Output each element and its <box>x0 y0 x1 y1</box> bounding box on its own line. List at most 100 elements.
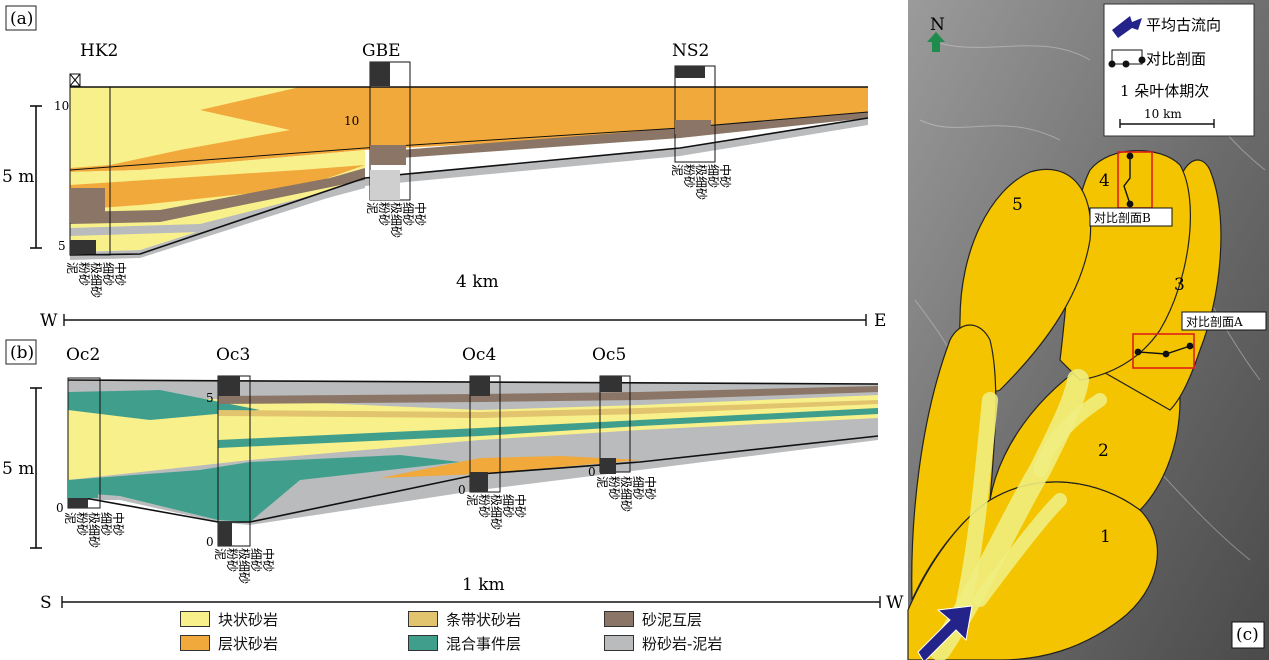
svg-text:极细砂: 极细砂 <box>389 202 403 238</box>
a-depth-5-left: 5 <box>58 239 66 253</box>
a-ns2-heterolithic <box>400 112 868 158</box>
svg-text:泥: 泥 <box>595 476 609 488</box>
b-hybrid-lower <box>68 455 460 522</box>
svg-text:细砂: 细砂 <box>249 548 263 572</box>
paleoflow-arrow <box>917 605 973 660</box>
svg-text:中砂: 中砂 <box>413 202 428 226</box>
legend-swatch-banded <box>408 611 438 627</box>
legend-item-heterolithic: 砂泥互层 <box>604 608 702 630</box>
svg-text:泥: 泥 <box>65 262 79 274</box>
a-lower-bedded <box>70 165 365 210</box>
well-oc3-label: Oc3 <box>216 345 250 365</box>
b-depth-5-oc3: 5 <box>206 391 214 405</box>
well-hk2-column <box>69 73 111 256</box>
section-b-line <box>1123 156 1131 205</box>
legend-label-bedded: 层状砂岩 <box>218 634 279 653</box>
panel-b-tag: (b) <box>10 343 34 363</box>
b-heterolithic-top <box>218 386 878 404</box>
well-gbe-column <box>369 61 411 201</box>
legend-lobe-label: 1 朵叶体期次 <box>1120 82 1209 100</box>
legend-item-massive-sand: 块状砂岩 <box>180 608 278 630</box>
well-oc3-column <box>217 375 251 547</box>
svg-text:粉砂: 粉砂 <box>77 262 91 286</box>
panel-c-tag: (c) <box>1236 625 1259 645</box>
channel-branch-1 <box>952 392 998 628</box>
north-arrow-icon <box>927 32 945 52</box>
legend-label-hybrid: 混合事件层 <box>446 634 522 653</box>
lobe-label-4: 4 <box>1099 171 1110 191</box>
b-distance-label: 1 km <box>462 575 505 595</box>
lobe-label-3: 3 <box>1174 275 1185 295</box>
svg-text:泥: 泥 <box>365 202 379 214</box>
b-scale-label: 5 m <box>2 459 34 479</box>
svg-text:极细砂: 极细砂 <box>89 262 103 298</box>
panel-c: 1 2 3 4 5 对比剖面B 对比剖面A N 平均古流向 <box>907 0 1269 660</box>
svg-text:泥: 泥 <box>465 494 479 506</box>
well-oc5-label: Oc5 <box>592 345 626 365</box>
legend-item-bedded-sand: 层状砂岩 <box>180 632 278 654</box>
legend-item-hybrid: 混合事件层 <box>408 632 521 654</box>
well-oc2-column <box>67 377 101 509</box>
b-depth-0-oc5: 0 <box>588 465 596 479</box>
svg-text:粉砂: 粉砂 <box>75 512 89 536</box>
channel-branch-2 <box>1033 393 1107 477</box>
well-ns2-column <box>674 65 716 163</box>
channel-branch-3 <box>973 493 1067 607</box>
b-depth-0-oc4: 0 <box>458 483 466 497</box>
legend-swatch-hybrid <box>408 635 438 651</box>
a-massive-sand-wedge <box>70 87 300 168</box>
a-mid-line <box>69 111 869 171</box>
b-depth-0-oc3: 0 <box>206 535 214 549</box>
section-b-label: 对比剖面B <box>1094 211 1151 225</box>
svg-text:细砂: 细砂 <box>706 164 720 188</box>
a-base-line <box>69 117 869 256</box>
b-grain-labels-oc5: 泥 粉砂 极细砂 细砂 中砂 <box>595 476 658 512</box>
a-scale-label: 5 m <box>2 167 34 187</box>
b-bedded-wedge <box>380 456 640 478</box>
a-dir-right: E <box>874 311 886 331</box>
section-b-label-box <box>1089 207 1173 227</box>
north-label: N <box>930 15 945 35</box>
svg-text:粉砂: 粉砂 <box>682 164 696 188</box>
a-depth-10-left: 10 <box>54 99 69 113</box>
b-depth-0-oc2: 0 <box>56 501 64 515</box>
well-ns2-label: NS2 <box>672 41 709 61</box>
svg-text:中砂: 中砂 <box>718 164 733 188</box>
lobe-label-5: 5 <box>1012 195 1023 215</box>
well-hk2-label: HK2 <box>80 41 118 61</box>
legend-label-banded: 条带状砂岩 <box>446 610 522 629</box>
svg-text:极细砂: 极细砂 <box>619 476 633 512</box>
svg-text:粉砂: 粉砂 <box>225 548 239 572</box>
legend-flow-arrow-icon <box>1112 16 1142 38</box>
legend-section-label: 对比剖面 <box>1146 50 1206 68</box>
svg-text:极细砂: 极细砂 <box>87 512 101 548</box>
svg-text:粉砂: 粉砂 <box>607 476 621 500</box>
svg-text:细砂: 细砂 <box>101 262 115 286</box>
svg-text:泥: 泥 <box>213 548 227 560</box>
legend-swatch-bedded <box>180 635 210 651</box>
a-depth-10-gbe: 10 <box>344 114 359 128</box>
map-scale-label: 10 km <box>1144 107 1182 121</box>
panel-b: (b) Oc2 Oc3 Oc4 Oc5 <box>2 339 904 613</box>
svg-text:中砂: 中砂 <box>113 262 128 286</box>
legend-flow-label: 平均古流向 <box>1146 16 1221 34</box>
section-a-label: 对比剖面A <box>1186 315 1243 329</box>
section-a-label-box <box>1181 311 1267 331</box>
svg-text:中砂: 中砂 <box>513 494 528 518</box>
b-base-line <box>67 435 879 523</box>
panel-a: (a) HK2 GBE NS2 <box>2 5 886 331</box>
panel-a-tag-box <box>5 5 37 31</box>
a-grain-labels-gbe: 泥 粉砂 极细砂 细砂 中砂 <box>365 202 428 238</box>
lobe-label-2: 2 <box>1098 441 1109 461</box>
section-a-frame <box>1132 333 1195 369</box>
b-hybrid-upper <box>68 390 260 420</box>
a-lower-mud <box>70 182 365 236</box>
panel-a-tag: (a) <box>10 9 33 29</box>
svg-text:细砂: 细砂 <box>99 512 113 536</box>
well-oc4-label: Oc4 <box>462 345 496 365</box>
legend-item-banded-sand: 条带状砂岩 <box>408 608 521 630</box>
a-dir-left: W <box>40 311 58 331</box>
b-grain-labels-oc2: 泥 粉砂 极细砂 细砂 中砂 <box>63 512 126 548</box>
well-oc2-label: Oc2 <box>66 345 100 365</box>
